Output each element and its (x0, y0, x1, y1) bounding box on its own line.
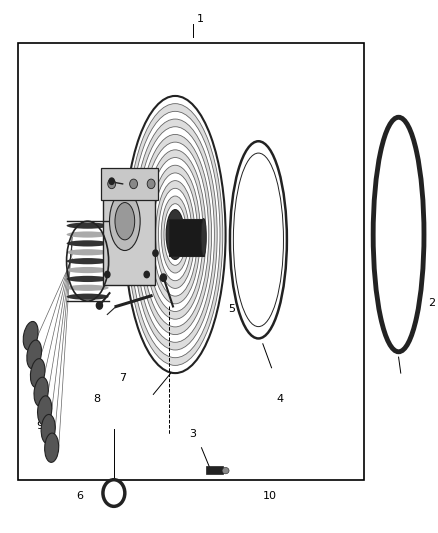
Ellipse shape (145, 150, 206, 319)
Ellipse shape (45, 433, 59, 462)
Text: 4: 4 (277, 394, 284, 405)
Text: 5: 5 (228, 304, 235, 314)
Ellipse shape (153, 173, 198, 296)
Ellipse shape (173, 227, 178, 242)
Ellipse shape (34, 377, 48, 406)
Ellipse shape (27, 340, 42, 369)
Ellipse shape (110, 192, 140, 251)
Bar (206, 466, 223, 474)
Ellipse shape (161, 196, 189, 273)
Ellipse shape (167, 212, 184, 257)
Bar (18, 43, 364, 480)
Ellipse shape (170, 219, 181, 250)
Text: 3: 3 (189, 429, 196, 439)
Ellipse shape (164, 204, 187, 265)
Circle shape (109, 178, 114, 184)
Ellipse shape (141, 142, 209, 327)
Text: 9: 9 (36, 421, 43, 431)
Bar (103, 184, 155, 285)
Ellipse shape (166, 209, 184, 260)
Ellipse shape (67, 267, 109, 273)
Bar (169, 219, 204, 256)
Circle shape (160, 274, 166, 281)
Ellipse shape (67, 276, 109, 282)
Ellipse shape (155, 181, 195, 288)
Ellipse shape (139, 134, 212, 335)
Ellipse shape (127, 103, 223, 366)
Ellipse shape (67, 294, 109, 300)
Ellipse shape (67, 223, 109, 229)
Ellipse shape (150, 165, 201, 304)
Ellipse shape (201, 219, 206, 256)
Text: 6: 6 (76, 491, 83, 500)
Ellipse shape (159, 188, 192, 281)
Ellipse shape (147, 158, 203, 311)
Ellipse shape (67, 249, 109, 255)
Text: 10: 10 (263, 491, 277, 500)
Circle shape (130, 179, 138, 189)
Ellipse shape (222, 467, 229, 474)
Text: 2: 2 (428, 298, 435, 309)
Circle shape (147, 179, 155, 189)
Circle shape (96, 302, 102, 309)
Text: 1: 1 (197, 14, 204, 23)
Ellipse shape (133, 119, 217, 350)
Bar (101, 168, 158, 200)
Circle shape (105, 271, 110, 278)
Ellipse shape (38, 396, 52, 425)
Ellipse shape (125, 96, 226, 373)
Ellipse shape (67, 258, 109, 264)
Circle shape (108, 179, 116, 189)
Ellipse shape (136, 127, 214, 342)
Ellipse shape (131, 111, 220, 358)
Circle shape (153, 250, 158, 256)
Text: 7: 7 (119, 373, 126, 383)
Ellipse shape (67, 240, 109, 247)
Text: 8: 8 (93, 394, 100, 405)
Ellipse shape (41, 415, 55, 443)
Ellipse shape (67, 231, 109, 238)
Ellipse shape (115, 203, 135, 240)
Ellipse shape (67, 285, 109, 291)
Circle shape (144, 271, 149, 278)
Ellipse shape (30, 359, 45, 387)
Ellipse shape (23, 321, 38, 350)
